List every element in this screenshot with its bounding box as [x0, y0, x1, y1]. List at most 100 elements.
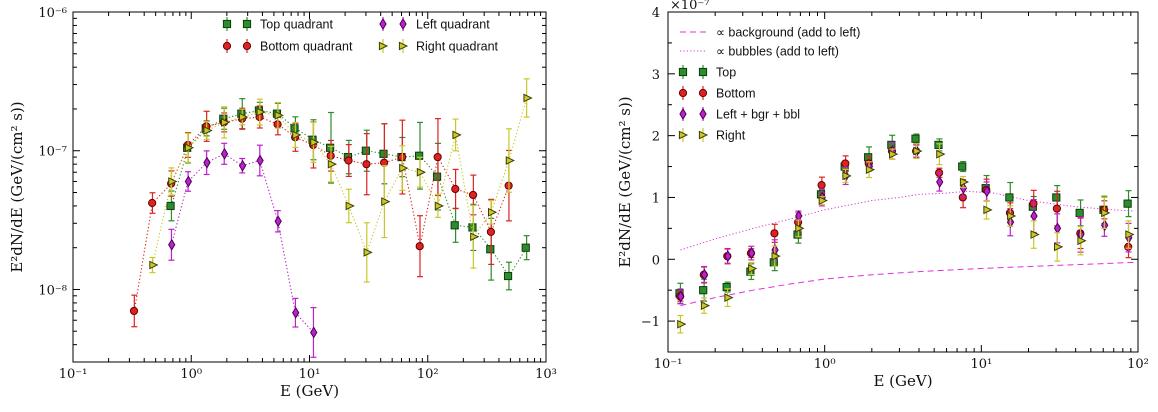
- x-tick-label: 10³: [535, 367, 557, 382]
- legend-marker: [678, 88, 688, 98]
- data-point: [451, 184, 460, 194]
- series-triangle-right: [149, 78, 533, 283]
- data-point: [452, 130, 462, 140]
- data-point: [1005, 193, 1014, 202]
- series-diamond: [168, 142, 318, 358]
- data-point: [292, 130, 302, 140]
- legend-marker: [698, 88, 708, 98]
- y-tick-label: 0: [652, 253, 660, 268]
- data-point: [166, 201, 175, 211]
- legend-marker: [378, 41, 389, 51]
- data-point: [936, 149, 946, 159]
- data-point: [889, 149, 899, 159]
- data-point: [203, 156, 211, 169]
- y-multiplier: ×10⁻⁷: [670, 0, 710, 13]
- data-point: [503, 271, 513, 281]
- legend-marker: [678, 67, 688, 77]
- data-point: [1077, 236, 1087, 246]
- y-tick-label: 1: [652, 191, 660, 206]
- y-axis-label: E²dN/dE (GeV/(cm² s)): [616, 96, 634, 267]
- data-point: [415, 151, 424, 160]
- data-point: [771, 251, 781, 261]
- legend-marker: [698, 130, 709, 140]
- data-point: [959, 177, 970, 187]
- data-point: [865, 165, 876, 175]
- legend-label: Bottom: [716, 87, 756, 101]
- x-axis: 10⁻¹ 10⁰ 10¹ 10² 10³: [59, 12, 557, 382]
- data-point: [399, 163, 409, 173]
- legend-marker: [699, 107, 707, 121]
- data-point: [363, 248, 373, 257]
- data-point: [168, 238, 176, 251]
- y-tick-label: −1: [641, 315, 660, 330]
- data-point: [523, 93, 533, 103]
- data-point: [1030, 230, 1040, 239]
- data-point: [1125, 230, 1135, 239]
- y-axis: −1 0 1 2 3 4 ×10⁻⁷: [641, 0, 1138, 353]
- data-point: [470, 232, 480, 242]
- data-point: [129, 306, 139, 316]
- data-point: [487, 207, 498, 217]
- data-point: [795, 223, 805, 233]
- data-point: [724, 250, 732, 263]
- data-point: [415, 242, 424, 251]
- legend-marker: [399, 17, 407, 31]
- data-point: [1030, 209, 1038, 223]
- data-point: [434, 201, 444, 211]
- plot-area: [129, 78, 533, 358]
- data-point: [486, 245, 495, 254]
- data-point: [221, 118, 231, 127]
- data-point: [1052, 204, 1062, 213]
- series-line: [151, 97, 528, 266]
- data-point: [817, 180, 826, 190]
- x-axis-label: E (GeV): [873, 372, 932, 390]
- data-point: [362, 160, 371, 169]
- legend-label: ∝ bubbles (add to left): [716, 45, 839, 59]
- legend: Top quadrant Bottom quadrant Left quadrant…: [222, 17, 499, 54]
- legend: ∝ background (add to left) ∝ bubbles (add…: [678, 26, 860, 143]
- data-point: [983, 205, 993, 215]
- x-axis: 10⁻¹ 10⁰ 10¹ 10²: [654, 12, 1149, 372]
- data-point: [345, 201, 355, 211]
- data-point: [983, 185, 991, 198]
- data-point: [292, 306, 300, 319]
- x-tick-label: 10⁰: [814, 357, 836, 372]
- data-point: [468, 190, 478, 200]
- y-tick-label: 2: [652, 130, 660, 145]
- data-point: [841, 159, 850, 168]
- x-tick-label: 10⁰: [180, 367, 202, 382]
- data-point: [958, 162, 967, 171]
- right-panel: 10⁻¹ 10⁰ 10¹ 10² −1 0 1 2 3 4 ×10⁻⁷ E (GeV) E²dN/dE …: [616, 0, 1149, 390]
- data-point: [310, 137, 320, 147]
- legend-label: Top: [716, 66, 736, 80]
- legend-marker: [678, 130, 689, 140]
- x-tick-label: 10²: [1127, 357, 1149, 372]
- data-point: [238, 159, 247, 172]
- data-point: [1052, 193, 1061, 202]
- data-point: [168, 177, 178, 186]
- x-tick-label: 10⁻¹: [654, 357, 683, 372]
- plot-frame: [667, 11, 1139, 353]
- x-tick-label: 10¹: [970, 357, 992, 372]
- data-point: [433, 152, 442, 162]
- data-point: [747, 247, 756, 260]
- data-point: [416, 167, 427, 177]
- data-point: [274, 215, 282, 228]
- data-point: [677, 290, 685, 303]
- data-point: [700, 268, 709, 281]
- y-axis: 10⁻⁸ 10⁻⁷ 10⁻⁶: [38, 6, 546, 363]
- data-point: [911, 134, 920, 143]
- y-tick-label: 4: [652, 6, 660, 21]
- data-point: [505, 156, 515, 165]
- y-tick-label: 10⁻⁷: [38, 145, 67, 160]
- x-tick-label: 10⁻¹: [59, 367, 88, 382]
- data-point: [724, 293, 734, 302]
- data-point: [184, 175, 193, 188]
- data-point: [361, 146, 370, 155]
- data-point: [1007, 211, 1017, 221]
- data-point: [326, 143, 335, 152]
- legend-label: Right: [716, 129, 746, 143]
- data-point: [379, 149, 388, 158]
- data-point: [450, 221, 459, 230]
